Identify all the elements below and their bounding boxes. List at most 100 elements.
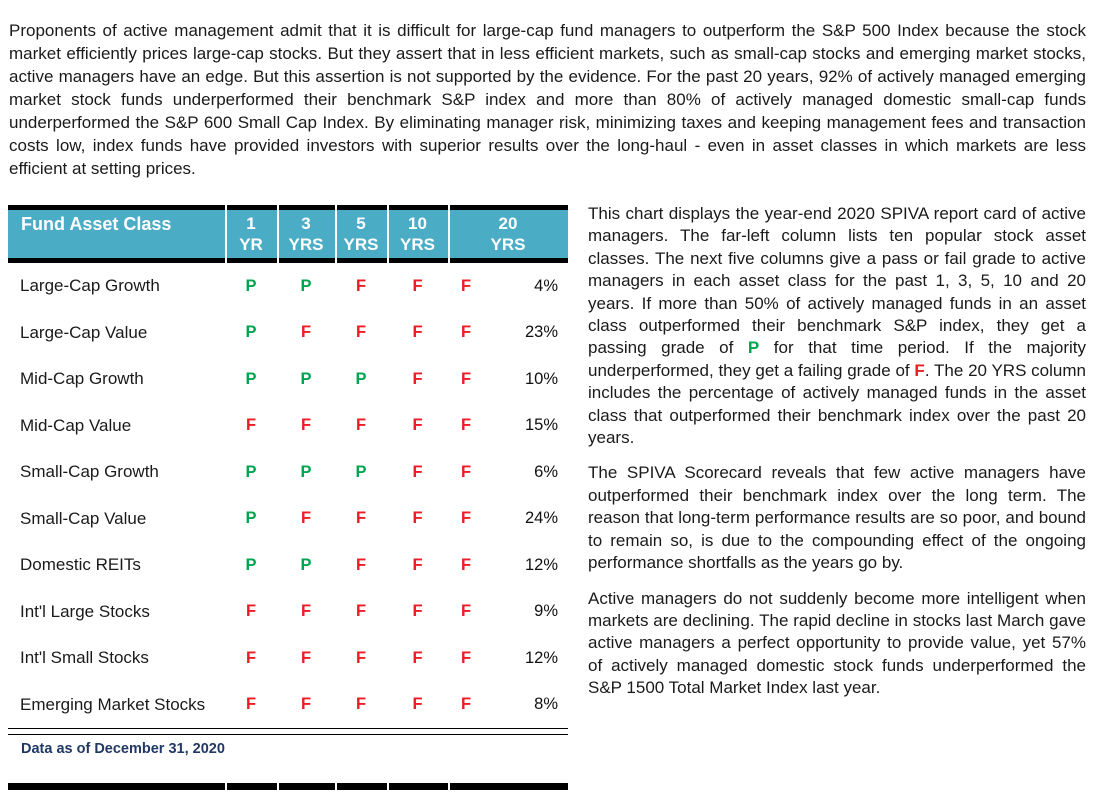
column-separator — [225, 729, 227, 734]
asset-class-label: Small-Cap Growth — [20, 462, 159, 482]
year-unit: YRS — [343, 235, 379, 254]
grade-cell: P — [245, 509, 257, 528]
column-separator — [277, 729, 279, 734]
grade-20yr-cell: F 9% — [448, 602, 568, 621]
grade-cell: F — [412, 695, 423, 714]
outperform-percentage: 15% — [524, 416, 558, 435]
grade-letter: F — [461, 695, 472, 714]
column-separator — [448, 783, 450, 790]
grade-letter: F — [461, 509, 472, 528]
grade-cell: F — [355, 416, 367, 435]
table-row: Mid-Cap Value F F F F F 15% — [8, 403, 568, 450]
year-unit: YRS — [490, 235, 526, 254]
column-separator — [225, 783, 227, 790]
grade-cell: P — [300, 462, 312, 481]
table-row: Int'l Small Stocks F F F F F 12% — [8, 635, 568, 682]
grade-cell: F — [300, 416, 312, 435]
intro-paragraph: Proponents of active management admit th… — [9, 21, 1086, 178]
text-segment: . The 20 YRS column includes the percent… — [588, 360, 1086, 448]
spiva-scorecard-table: Fund Asset Class 1 YR 3 YRS 5 YRS 10 YRS 20 YRS L… — [8, 205, 568, 790]
column-header-asset-class: Fund Asset Class — [21, 214, 172, 234]
year-number: 10 — [408, 214, 427, 233]
table-row: Small-Cap Growth P P P F F 6% — [8, 449, 568, 496]
asset-class-label: Small-Cap Value — [20, 508, 147, 528]
column-header-5-yrs: 5 YRS — [335, 210, 387, 258]
asset-class-label: Large-Cap Growth — [20, 276, 160, 296]
grade-cell: F — [300, 509, 312, 528]
grade-letter: F — [461, 323, 472, 342]
grade-cell: F — [355, 276, 367, 295]
footer-double-rule — [8, 728, 568, 735]
inline-grade-letter: F — [914, 360, 925, 380]
grade-cell: P — [300, 555, 312, 574]
grade-cell: P — [300, 369, 312, 388]
grade-cell: P — [355, 462, 367, 481]
inline-grade-letter: P — [747, 338, 760, 358]
commentary-paragraph-1: This chart displays the year-end 2020 SP… — [588, 203, 1086, 449]
asset-class-label: Emerging Market Stocks — [20, 694, 206, 714]
grade-cell: F — [300, 648, 312, 667]
grade-cell: P — [245, 323, 257, 342]
column-separator — [277, 783, 279, 790]
column-separator — [277, 205, 279, 263]
grade-cell: P — [245, 462, 257, 481]
table-row: Small-Cap Value P F F F F 24% — [8, 496, 568, 543]
outperform-percentage: 9% — [534, 602, 558, 621]
grade-cell: P — [355, 369, 367, 388]
year-number: 3 — [301, 214, 311, 233]
grade-letter: F — [461, 602, 472, 621]
grade-cell: P — [245, 276, 257, 295]
outperform-percentage: 6% — [534, 462, 558, 481]
grade-cell: P — [245, 369, 257, 388]
column-separator — [335, 729, 337, 734]
table-row: Emerging Market Stocks F F F F F 8% — [8, 682, 568, 729]
grade-cell: F — [245, 648, 257, 667]
year-unit: YRS — [400, 235, 435, 254]
table-footer: Data as of December 31, 2020 — [8, 728, 568, 790]
year-number: 20 — [498, 214, 518, 233]
outperform-percentage: 23% — [524, 323, 558, 342]
table-row: Mid-Cap Growth P P P F F 10% — [8, 356, 568, 403]
grade-cell: F — [412, 323, 423, 342]
column-separator — [387, 783, 389, 790]
grade-cell: F — [245, 602, 257, 621]
grade-cell: F — [355, 323, 367, 342]
outperform-percentage: 4% — [534, 276, 558, 295]
grade-cell: F — [412, 462, 423, 481]
grade-cell: F — [300, 323, 312, 342]
grade-20yr-cell: F 4% — [448, 277, 568, 296]
grade-letter: F — [461, 648, 472, 667]
year-number: 5 — [356, 214, 366, 233]
column-header-1-yr: 1 YR — [225, 210, 277, 258]
year-unit: YRS — [288, 235, 324, 254]
grade-20yr-cell: F 8% — [448, 695, 568, 714]
asset-class-label: Int'l Large Stocks — [20, 601, 150, 621]
outperform-percentage: 10% — [524, 369, 558, 388]
grade-cell: F — [412, 276, 423, 295]
column-header-20-yrs: 20 YRS — [448, 210, 568, 258]
table-row: Large-Cap Value P F F F F 23% — [8, 310, 568, 357]
commentary-paragraph-3: Active managers do not suddenly become m… — [588, 588, 1086, 698]
column-separator — [387, 729, 389, 734]
grade-letter: F — [461, 369, 472, 388]
year-number: 1 — [246, 214, 256, 233]
grade-20yr-cell: F 23% — [448, 323, 568, 342]
grade-20yr-cell: F 12% — [448, 556, 568, 575]
year-unit: YR — [239, 235, 263, 254]
grade-20yr-cell: F 12% — [448, 649, 568, 668]
header-band: Fund Asset Class 1 YR 3 YRS 5 YRS 10 YRS 20 YRS — [8, 210, 568, 258]
grade-20yr-cell: F 6% — [448, 463, 568, 482]
grade-cell: F — [355, 602, 367, 621]
table-header: Fund Asset Class 1 YR 3 YRS 5 YRS 10 YRS 20 YRS — [8, 205, 568, 263]
column-separator — [448, 729, 450, 734]
grade-letter: F — [461, 462, 472, 481]
text-segment: for that time period. If the majority un… — [588, 338, 1086, 380]
bottom-thick-rule — [8, 783, 568, 790]
grade-cell: P — [245, 555, 257, 574]
text-segment: This chart displays the year-end 2020 SP… — [588, 204, 1086, 358]
column-header-3-yrs: 3 YRS — [277, 210, 335, 258]
asset-class-label: Mid-Cap Value — [20, 415, 132, 435]
table-row: Large-Cap Growth P P F F F 4% — [8, 263, 568, 310]
column-separator — [225, 205, 227, 263]
grade-cell: F — [355, 555, 367, 574]
